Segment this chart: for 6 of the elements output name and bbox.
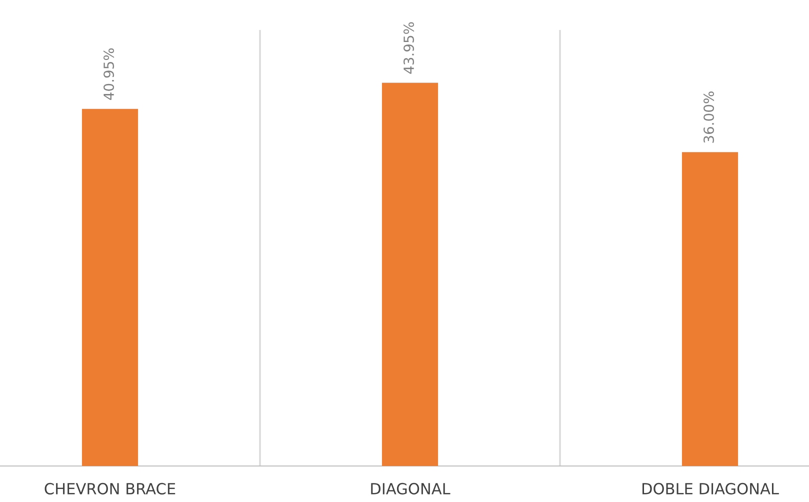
x-tick-label: DIAGONAL (371, 482, 450, 494)
data-label: 40.95% (104, 48, 114, 100)
x-tick-label: DOBLE DIAGONAL (642, 482, 779, 494)
x-tick-label: CHEVRON BRACE (44, 482, 176, 494)
data-label: 36.00% (704, 92, 714, 143)
data-label: 43.95% (404, 22, 414, 74)
